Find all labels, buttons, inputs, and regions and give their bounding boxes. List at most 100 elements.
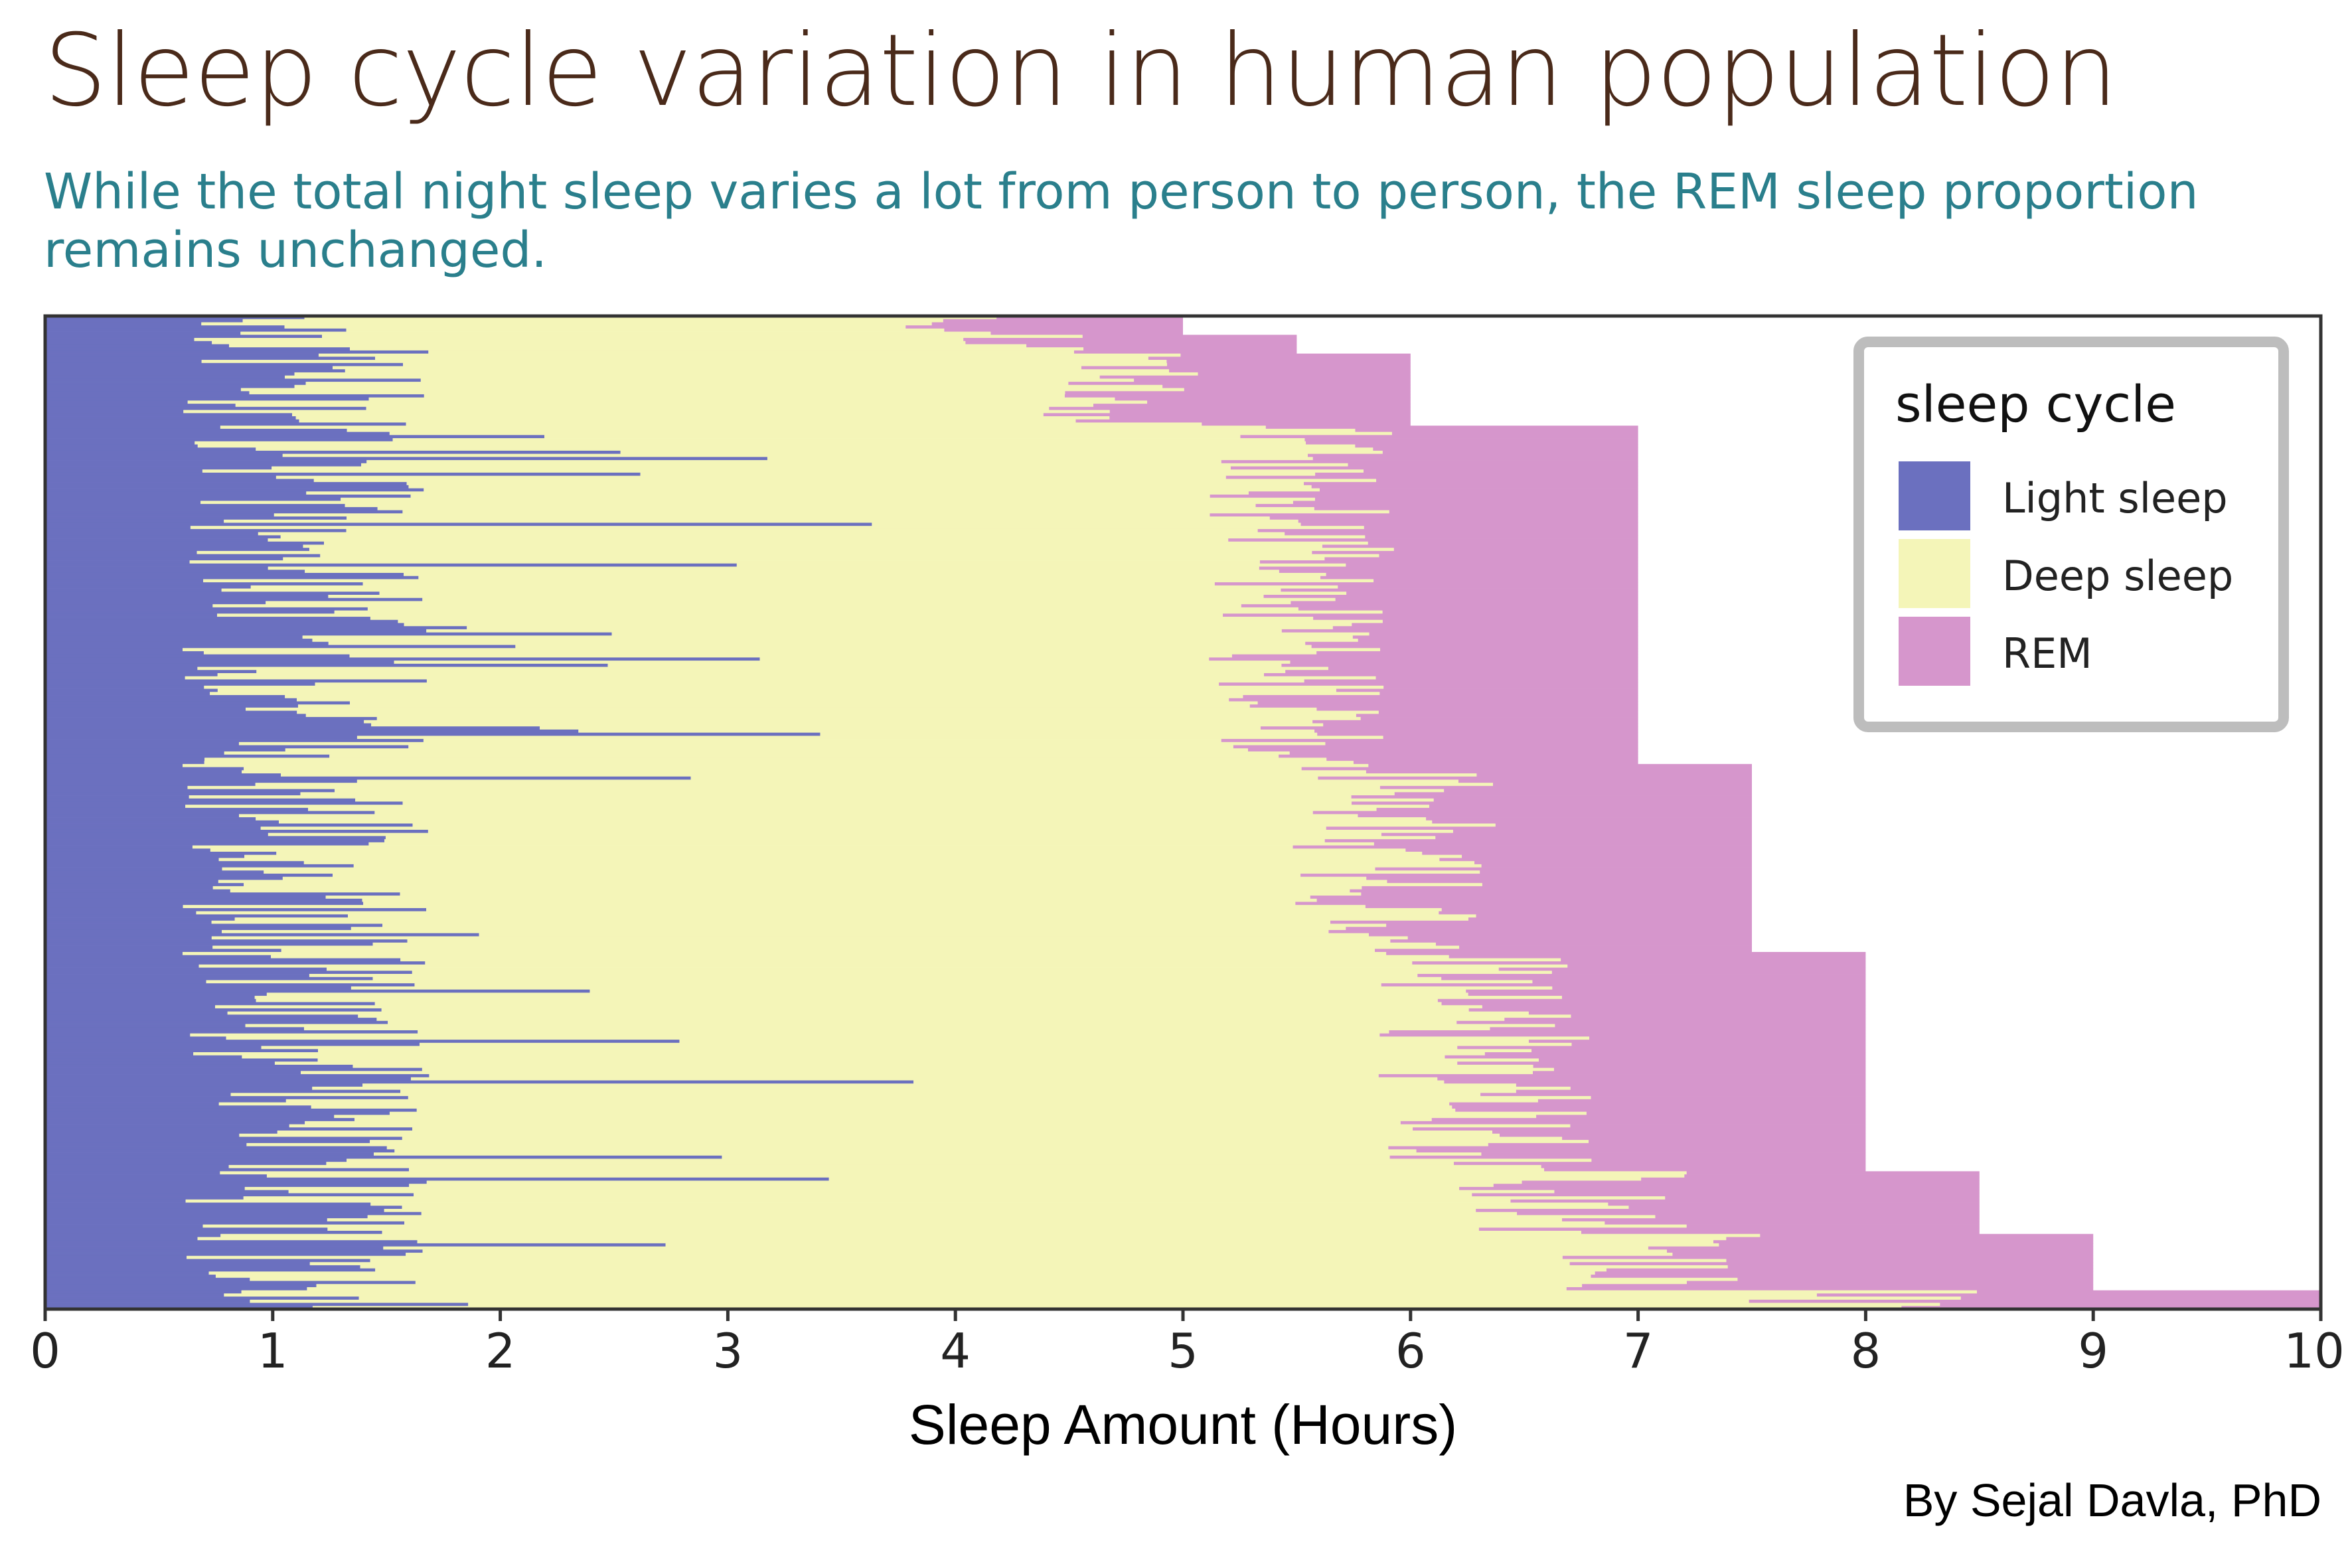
deep-sleep-bar bbox=[309, 548, 1394, 552]
rem-bar bbox=[1221, 460, 1638, 464]
rem-bar bbox=[1562, 1255, 2094, 1259]
light-sleep-bar bbox=[45, 767, 244, 771]
rem-bar bbox=[1458, 779, 1752, 783]
deep-sleep-bar bbox=[194, 338, 964, 342]
light-sleep-bar bbox=[45, 983, 415, 987]
rem-bar bbox=[1264, 672, 1638, 677]
light-sleep-bar bbox=[45, 1121, 305, 1125]
rem-bar bbox=[1350, 889, 1752, 893]
rem-bar bbox=[1439, 911, 1752, 915]
rem-bar bbox=[1554, 1190, 1980, 1194]
rem-bar bbox=[1480, 870, 1752, 874]
light-sleep-bar bbox=[45, 998, 256, 1002]
light-sleep-bar bbox=[45, 670, 257, 674]
light-sleep-bar bbox=[45, 1208, 384, 1213]
light-sleep-bar bbox=[45, 1058, 318, 1062]
deep-sleep-bar bbox=[242, 1055, 1445, 1059]
light-sleep-bar bbox=[45, 698, 297, 702]
rem-bar bbox=[1553, 1067, 1866, 1071]
deep-sleep-bar bbox=[333, 874, 1301, 878]
rem-bar bbox=[1332, 626, 1638, 630]
rem-bar bbox=[1169, 369, 1411, 373]
rem-bar bbox=[1522, 1180, 1980, 1184]
deep-sleep-bar bbox=[350, 701, 1258, 705]
deep-sleep-bar bbox=[250, 1299, 1749, 1303]
light-sleep-bar bbox=[45, 510, 403, 514]
rem-bar bbox=[1481, 864, 1752, 868]
light-sleep-bar bbox=[45, 632, 612, 636]
deep-sleep-bar bbox=[424, 488, 1320, 492]
light-sleep-bar bbox=[45, 883, 244, 887]
rem-bar bbox=[1726, 1237, 2094, 1241]
rem-bar bbox=[1531, 1049, 1866, 1053]
deep-sleep-bar bbox=[611, 632, 1370, 636]
rem-bar bbox=[1544, 1168, 1866, 1172]
rem-bar bbox=[1570, 1124, 1866, 1128]
rem-bar bbox=[1492, 783, 1752, 787]
author-credit: By Sejal Davla, PhD bbox=[1903, 1474, 2321, 1526]
light-sleep-bar bbox=[45, 1105, 311, 1109]
deep-sleep-bar bbox=[221, 588, 1281, 592]
rem-bar bbox=[1567, 964, 1866, 968]
rem-bar bbox=[1476, 1208, 1980, 1213]
light-sleep-bar bbox=[45, 601, 266, 605]
deep-sleep-bar bbox=[345, 504, 1256, 508]
deep-sleep-bar bbox=[317, 1058, 1539, 1062]
light-sleep-bar bbox=[45, 341, 212, 345]
rem-bar bbox=[1265, 426, 1638, 430]
light-sleep-bar bbox=[45, 845, 193, 849]
light-sleep-bar bbox=[45, 1193, 414, 1197]
light-sleep-bar bbox=[45, 463, 362, 467]
light-sleep-bar bbox=[45, 1180, 427, 1184]
deep-sleep-bar bbox=[254, 996, 1562, 1000]
light-sleep-bar bbox=[45, 842, 369, 846]
deep-sleep-bar bbox=[383, 1246, 1648, 1250]
light-sleep-bar bbox=[45, 961, 426, 965]
rem-bar bbox=[1459, 1186, 1980, 1191]
light-sleep-bar bbox=[45, 742, 239, 745]
deep-sleep-bar bbox=[255, 783, 1493, 787]
light-sleep-bar bbox=[45, 1275, 216, 1279]
rem-bar bbox=[1325, 742, 1638, 745]
rem-bar bbox=[1360, 717, 1638, 721]
rem-bar bbox=[1312, 550, 1638, 555]
rem-bar bbox=[1449, 1102, 1866, 1106]
deep-sleep-bar bbox=[419, 1042, 1572, 1046]
rem-bar bbox=[1378, 1074, 1866, 1078]
deep-sleep-bar bbox=[665, 1243, 1719, 1247]
light-sleep-bar bbox=[45, 807, 309, 811]
deep-sleep-bar bbox=[264, 870, 1480, 874]
rem-bar bbox=[965, 341, 1297, 345]
deep-sleep-bar bbox=[234, 917, 1468, 921]
deep-sleep-bar bbox=[515, 645, 1312, 649]
rem-bar bbox=[1500, 1133, 1866, 1137]
deep-sleep-bar bbox=[256, 670, 1286, 674]
deep-sleep-bar bbox=[392, 438, 1305, 442]
light-sleep-bar bbox=[45, 707, 246, 711]
deep-sleep-bar bbox=[218, 858, 1440, 862]
rem-bar bbox=[1589, 1140, 1866, 1144]
deep-sleep-bar bbox=[351, 986, 1553, 990]
deep-sleep-bar bbox=[368, 842, 1374, 846]
rem-bar bbox=[1737, 1277, 2094, 1281]
rem-bar bbox=[1249, 704, 1638, 708]
rem-bar bbox=[1378, 710, 1638, 714]
light-sleep-bar bbox=[45, 880, 218, 884]
rem-bar bbox=[1225, 475, 1638, 479]
light-sleep-bar bbox=[45, 566, 268, 570]
deep-sleep-bar bbox=[297, 698, 1229, 702]
deep-sleep-bar bbox=[203, 579, 1374, 583]
rem-bar bbox=[1148, 356, 1411, 360]
rem-bar bbox=[1364, 469, 1638, 473]
deep-sleep-bar bbox=[425, 961, 1413, 965]
deep-sleep-bar bbox=[292, 413, 1044, 417]
light-sleep-bar bbox=[45, 1177, 829, 1181]
deep-sleep-bar bbox=[212, 341, 966, 345]
rem-bar bbox=[1390, 939, 1752, 943]
deep-sleep-bar bbox=[348, 914, 1476, 918]
deep-sleep-bar bbox=[212, 886, 1362, 890]
light-sleep-bar bbox=[45, 754, 330, 758]
light-sleep-bar bbox=[45, 672, 218, 677]
light-sleep-bar bbox=[45, 704, 298, 708]
